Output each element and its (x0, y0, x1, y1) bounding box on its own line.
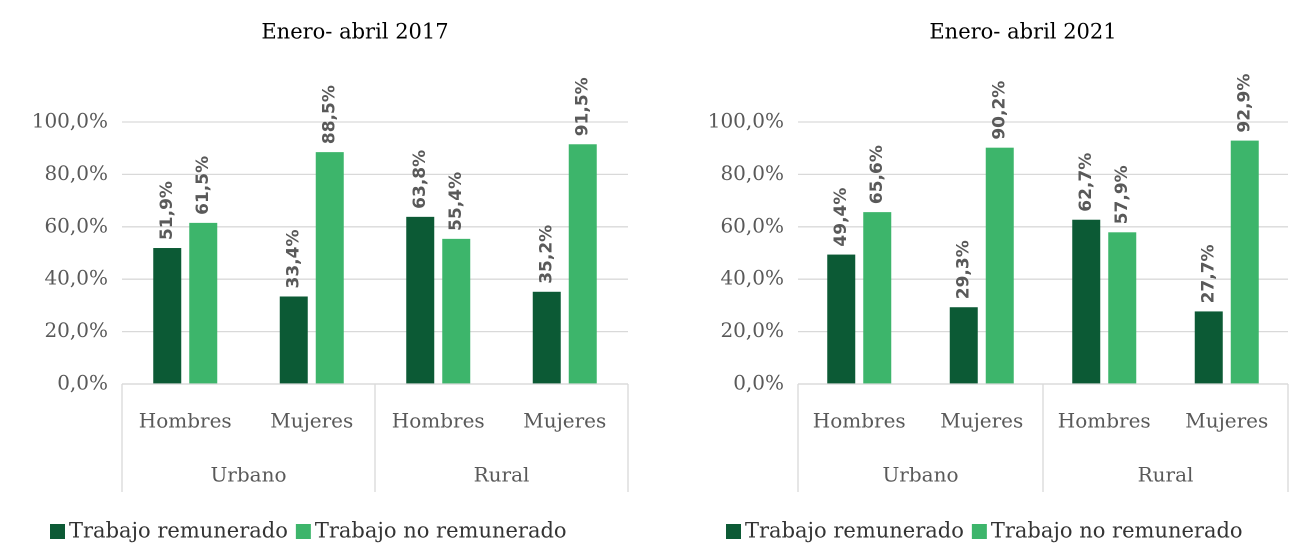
x-tick-label: Hombres (392, 409, 485, 433)
y-tick-label: 40,0% (44, 266, 108, 290)
x-tick-label: Mujeres (940, 409, 1023, 433)
bar (1072, 219, 1101, 384)
data-label: 57,9% (1112, 165, 1132, 224)
bar (279, 296, 308, 384)
data-label: 27,7% (1199, 244, 1219, 303)
data-label: 62,7% (1076, 153, 1096, 212)
data-label: 35,2% (537, 225, 557, 284)
y-tick-label: 80,0% (44, 161, 108, 185)
bar (189, 222, 218, 384)
y-tick-label: 20,0% (44, 318, 108, 342)
x-tick-label: Hombres (139, 409, 232, 433)
y-tick-label: 60,0% (44, 213, 108, 237)
bar (532, 291, 561, 384)
y-tick-label: 60,0% (720, 213, 784, 237)
bar (1230, 140, 1259, 384)
bar (949, 307, 978, 384)
x-tick-label: Hombres (813, 409, 906, 433)
x-tick-label: Mujeres (1185, 409, 1268, 433)
bar (315, 152, 344, 384)
data-label: 49,4% (831, 188, 851, 247)
group-label: Rural (1138, 463, 1194, 487)
chart-title: Enero- abril 2017 (261, 20, 448, 44)
legend-swatch (50, 524, 65, 539)
legend-swatch (295, 524, 311, 539)
data-label: 55,4% (446, 172, 466, 231)
bar (1194, 311, 1223, 384)
y-tick-label: 100,0% (32, 109, 108, 133)
data-label: 51,9% (157, 181, 177, 240)
data-label: 91,5% (573, 77, 593, 136)
bar (863, 212, 892, 384)
group-label: Rural (474, 463, 530, 487)
legend-label: Trabajo remunerado (745, 519, 964, 543)
group-label: Urbano (210, 463, 286, 487)
y-tick-label: 100,0% (708, 109, 784, 133)
y-tick-label: 0,0% (733, 371, 784, 395)
x-tick-label: Mujeres (270, 409, 353, 433)
legend-swatch (726, 524, 741, 539)
group-label: Urbano (882, 463, 958, 487)
y-tick-label: 20,0% (720, 318, 784, 342)
data-label: 63,8% (410, 150, 430, 209)
bar (442, 238, 471, 384)
x-tick-label: Hombres (1058, 409, 1151, 433)
bar (985, 147, 1014, 384)
legend-label: Trabajo remunerado (69, 519, 288, 543)
bar (827, 254, 856, 384)
x-tick-label: Mujeres (523, 409, 606, 433)
data-label: 88,5% (320, 85, 340, 144)
data-label: 90,2% (990, 81, 1010, 140)
data-label: 29,3% (954, 240, 974, 299)
legend-label: Trabajo no remunerado (991, 519, 1243, 543)
y-tick-label: 80,0% (720, 161, 784, 185)
legend-label: Trabajo no remunerado (315, 519, 567, 543)
bar (1108, 232, 1137, 384)
data-label: 65,6% (867, 145, 887, 204)
data-label: 61,5% (193, 156, 213, 215)
data-label: 92,9% (1235, 74, 1255, 133)
y-tick-label: 40,0% (720, 266, 784, 290)
data-label: 33,4% (284, 230, 304, 289)
bar (406, 216, 435, 384)
bar (568, 144, 597, 384)
bar (153, 248, 182, 384)
y-tick-label: 0,0% (57, 371, 108, 395)
chart-title: Enero- abril 2021 (929, 20, 1116, 44)
legend-swatch (971, 524, 987, 539)
